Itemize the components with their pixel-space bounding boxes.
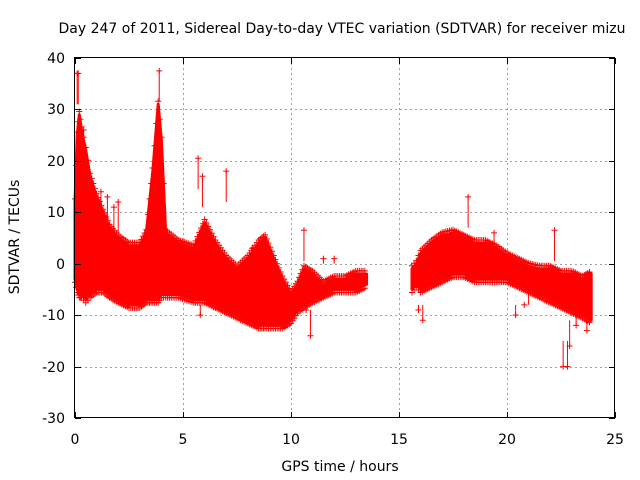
data-point (361, 285, 368, 292)
data-point (210, 233, 217, 240)
y-tick-label: -20 (42, 360, 65, 376)
outlier-point (521, 301, 528, 308)
y-tick-label: 20 (47, 154, 65, 170)
data-point (207, 226, 213, 233)
data-point (103, 213, 110, 220)
data-point (144, 211, 151, 218)
y-tick-label: 10 (47, 205, 65, 221)
data-point (198, 225, 204, 232)
data-point (90, 180, 97, 187)
data-point (136, 239, 143, 246)
data-point (74, 289, 81, 296)
data-point (160, 180, 167, 187)
data-point (262, 231, 269, 238)
data-point (586, 319, 593, 326)
data-point (140, 233, 147, 240)
data-point (141, 229, 148, 236)
data-point (201, 216, 208, 223)
chart-title: Day 247 of 2011, Sidereal Day-to-day VTE… (59, 21, 626, 37)
data-point (586, 268, 593, 275)
y-axis-label: SDTVAR / TECUs (7, 180, 23, 295)
data-point (91, 185, 98, 192)
data-point (268, 248, 275, 255)
data-point (415, 252, 422, 259)
data-point (84, 157, 91, 164)
data-point (281, 276, 288, 283)
y-tick-label: 30 (47, 102, 65, 118)
data-point (196, 229, 203, 236)
data-point (190, 242, 197, 249)
axis-ticks: 0 5 10 15 20 25 -30 -20 -10 0 10 20 30 40 (42, 51, 624, 448)
data-point (267, 244, 274, 251)
data-point (93, 190, 100, 197)
data-point (272, 256, 279, 263)
data-point (192, 237, 199, 244)
data-point (194, 233, 201, 240)
data-envelope (73, 102, 369, 327)
data-point (77, 116, 84, 123)
data-point (203, 219, 210, 226)
data-point (104, 217, 111, 224)
data-point (148, 180, 155, 187)
data-point (74, 129, 81, 136)
x-tick-label: 5 (179, 432, 188, 448)
y-tick-label: 0 (56, 257, 65, 273)
data-point (277, 268, 284, 275)
data-points (72, 67, 593, 370)
data-point (96, 198, 103, 205)
data-point (101, 210, 108, 217)
x-tick-label: 25 (606, 432, 624, 448)
y-tick-label: -10 (42, 308, 65, 324)
data-point (143, 226, 150, 233)
data-point (138, 236, 145, 243)
data-point (208, 230, 215, 237)
data-point (294, 278, 301, 285)
data-point (413, 257, 420, 264)
data-point (270, 252, 277, 259)
data-point (265, 240, 272, 247)
data-point (296, 274, 303, 281)
data-point (263, 236, 270, 243)
data-point (282, 279, 289, 286)
data-point (146, 195, 153, 202)
data-point (155, 98, 162, 105)
data-point (98, 202, 105, 209)
data-point (78, 123, 85, 130)
data-point (153, 120, 160, 127)
data-point (286, 285, 293, 292)
data-point (88, 175, 95, 182)
data-point (199, 220, 206, 227)
x-tick-label: 10 (282, 432, 300, 448)
y-tick-label: -30 (42, 411, 65, 427)
data-point (279, 273, 286, 280)
data-point (275, 264, 282, 271)
plot-frame (74, 57, 615, 418)
data-envelope (410, 231, 593, 322)
data-point (158, 134, 165, 141)
data-point (297, 270, 304, 277)
data-point (156, 116, 163, 123)
data-point (151, 142, 158, 149)
data-point (299, 266, 306, 273)
data-point (87, 170, 94, 177)
x-tick-label: 0 (71, 432, 80, 448)
data-point (205, 223, 212, 230)
y-tick-label: 40 (47, 51, 65, 67)
data-point (149, 165, 156, 172)
data-point (95, 194, 102, 201)
x-axis-label: GPS time / hours (281, 459, 398, 475)
x-tick-label: 20 (498, 432, 516, 448)
x-tick-label: 15 (390, 432, 408, 448)
data-point (274, 260, 281, 267)
data-point (284, 282, 291, 289)
data-point (361, 267, 368, 274)
